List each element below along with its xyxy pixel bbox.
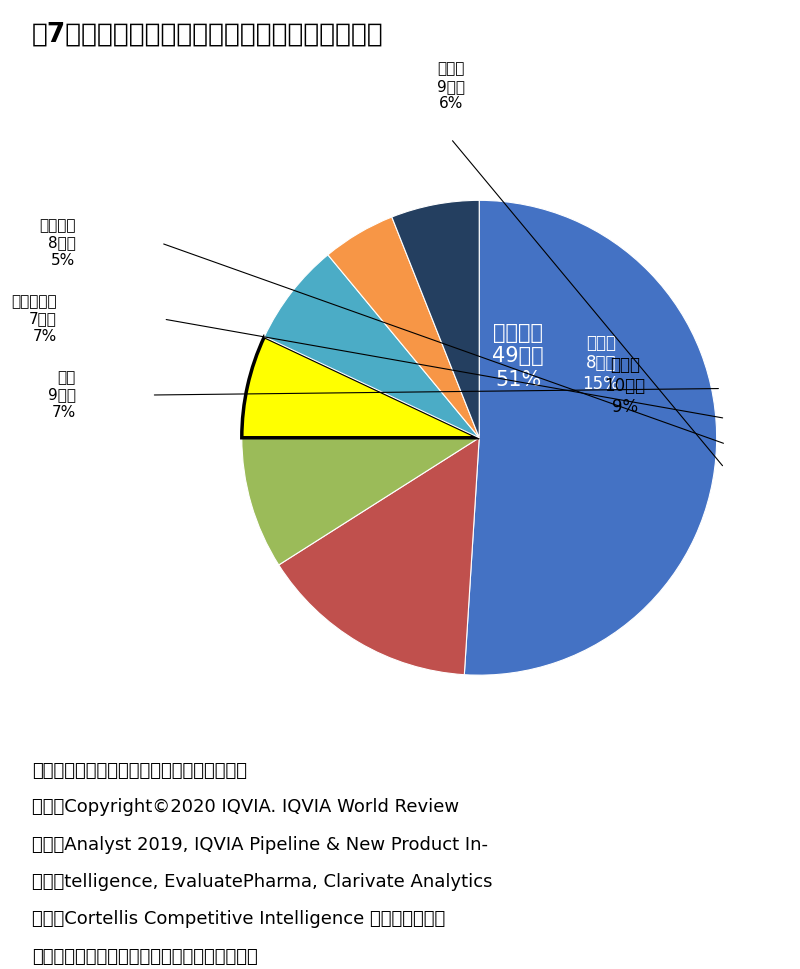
Text: その他
9品目
6%: その他 9品目 6% <box>437 61 465 111</box>
Text: デンマーク
7品目
7%: デンマーク 7品目 7% <box>11 295 57 344</box>
Wedge shape <box>464 201 717 675</box>
Text: イギリス
8品目
5%: イギリス 8品目 5% <box>39 218 76 268</box>
Wedge shape <box>242 438 479 565</box>
Text: スイス
10品目
9%: スイス 10品目 9% <box>604 357 646 416</box>
Text: アメリカ
49品目
51%: アメリカ 49品目 51% <box>492 323 544 390</box>
Wedge shape <box>328 217 479 438</box>
Text: 業政策研究所にて作成（無断転載禁止）: 業政策研究所にて作成（無断転載禁止） <box>32 948 258 966</box>
Wedge shape <box>392 201 479 438</box>
Wedge shape <box>242 336 479 438</box>
Text: Cortellis Competitive Intelligence をもとに医薬産: Cortellis Competitive Intelligence をもとに医… <box>32 911 446 928</box>
Text: 出所：Copyright©2020 IQVIA. IQVIA World Review: 出所：Copyright©2020 IQVIA. IQVIA World Rev… <box>32 798 459 817</box>
Text: Analyst 2019, IQVIA Pipeline & New Product In-: Analyst 2019, IQVIA Pipeline & New Produ… <box>32 835 488 854</box>
Text: 図7　上位品目の世界売上高に占める国籍別割合: 図7 上位品目の世界売上高に占める国籍別割合 <box>32 21 384 47</box>
Wedge shape <box>265 255 479 438</box>
Text: 日本
9品目
7%: 日本 9品目 7% <box>48 370 76 420</box>
Text: ドイツ
8品目
15%: ドイツ 8品目 15% <box>582 333 619 393</box>
Text: telligence, EvaluatePharma, Clarivate Analytics: telligence, EvaluatePharma, Clarivate An… <box>32 873 493 891</box>
Text: 注：％は上位品目の世界売上高に占める割合: 注：％は上位品目の世界売上高に占める割合 <box>32 763 247 780</box>
Wedge shape <box>278 438 479 674</box>
